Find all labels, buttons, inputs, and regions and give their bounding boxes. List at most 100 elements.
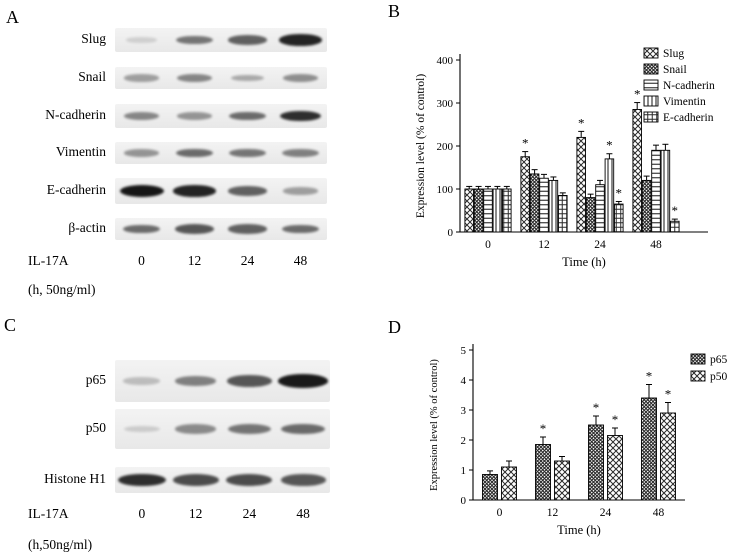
panel-a-label: A <box>6 7 19 27</box>
x-tick-label: 0 <box>485 239 491 251</box>
bar <box>614 203 624 233</box>
bar <box>558 194 568 233</box>
significance-star: * <box>578 115 585 130</box>
timepoint-label: 12 <box>187 253 202 268</box>
blot-band <box>174 376 217 386</box>
legend-swatch <box>643 95 659 107</box>
legend-label: Vimentin <box>663 96 706 108</box>
significance-star: * <box>616 185 623 200</box>
significance-star: * <box>522 136 529 151</box>
x-axis-title: Time (h) <box>562 255 606 269</box>
blot-row-label: Histone H1 <box>44 471 106 486</box>
treatment-unit-label: (h,50ng/ml) <box>28 537 93 552</box>
bar <box>595 184 605 233</box>
panel-b-label: B <box>388 1 401 21</box>
blot-row-label: N-cadherin <box>45 107 106 122</box>
legend-swatch <box>643 79 659 91</box>
significance-star: * <box>646 369 653 384</box>
significance-star: * <box>634 87 641 102</box>
blot-band <box>226 375 272 387</box>
bar <box>651 149 661 233</box>
y-axis-title: Expression level (% of control) <box>415 74 427 219</box>
blot-strip <box>115 409 330 449</box>
bar <box>502 188 512 233</box>
blot-band <box>122 224 161 234</box>
blot-band <box>174 224 215 234</box>
x-tick-label: 24 <box>600 507 612 519</box>
blot-band <box>124 74 159 82</box>
blot-band <box>173 185 216 197</box>
blot-strip <box>115 467 330 493</box>
blot-band <box>283 187 318 195</box>
blot-band <box>176 74 213 82</box>
legend-label: p65 <box>710 354 728 366</box>
bar <box>535 444 551 501</box>
y-tick-label: 200 <box>437 141 454 153</box>
timepoint-label: 24 <box>240 253 255 268</box>
bar <box>588 424 604 501</box>
blot-strip <box>115 104 327 128</box>
bar <box>660 412 676 501</box>
blot-row-label: p50 <box>85 420 106 435</box>
legend-label: p50 <box>710 371 728 383</box>
treatment-unit-label: (h, 50ng/ml) <box>28 282 96 297</box>
blot-band <box>278 374 328 388</box>
panel-c-label: C <box>4 315 17 335</box>
blot-band <box>123 112 160 120</box>
legend-swatch <box>643 63 659 75</box>
significance-star: * <box>612 412 619 427</box>
blot-band <box>229 148 266 158</box>
x-tick-label: 48 <box>650 239 662 251</box>
legend-label: Slug <box>663 48 684 60</box>
bar <box>660 149 671 233</box>
legend-swatch <box>690 353 706 365</box>
blot-row-label: Vimentin <box>55 144 106 159</box>
blot-band <box>226 474 273 486</box>
bar <box>483 188 493 233</box>
panel-b-chart: 0 100 200 300 400 Expression level (% of cont… <box>415 47 715 269</box>
blot-band <box>279 34 322 46</box>
significance-star: * <box>665 387 672 402</box>
blot-strip <box>115 360 330 402</box>
blot-band <box>228 111 267 121</box>
y-tick-label: 2 <box>461 435 467 447</box>
significance-star: * <box>593 400 600 415</box>
blot-band <box>279 110 322 122</box>
bar <box>641 397 657 501</box>
x-tick-label: 0 <box>497 507 503 519</box>
blot-band <box>281 423 325 435</box>
blot-band <box>282 74 319 82</box>
blot-row-label: p65 <box>85 372 106 387</box>
y-axis-title: Expression level (% of control) <box>429 359 440 491</box>
bar <box>641 179 652 233</box>
blot-band <box>123 377 161 385</box>
x-tick-label: 12 <box>538 239 550 251</box>
bar <box>520 156 530 233</box>
timepoint-label: 48 <box>293 253 308 268</box>
blot-strip <box>115 28 327 52</box>
y-tick-label: 4 <box>461 375 467 387</box>
bar <box>473 188 484 233</box>
treatment-label: IL-17A <box>28 506 69 521</box>
blot-band <box>228 186 267 196</box>
y-tick-label: 0 <box>448 227 454 239</box>
bar <box>607 435 623 501</box>
blot-band <box>228 224 267 234</box>
blot-band <box>117 473 166 487</box>
significance-star: * <box>540 421 547 436</box>
blot-row-label: E-cadherin <box>46 182 106 197</box>
blot-band <box>119 185 164 197</box>
bar <box>482 474 498 501</box>
significance-star: * <box>672 203 679 218</box>
y-tick-label: 100 <box>437 184 454 196</box>
bar <box>501 466 517 501</box>
panel-d-label: D <box>388 317 401 337</box>
blot-row-label: Slug <box>81 31 106 46</box>
blot-strip <box>115 218 327 240</box>
timepoint-label: 0 <box>138 253 145 268</box>
bar <box>529 173 540 233</box>
legend-swatch <box>643 111 659 123</box>
